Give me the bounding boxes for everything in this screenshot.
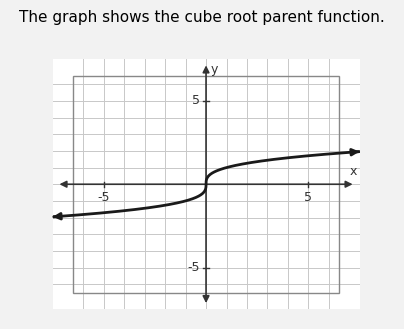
- Text: 5: 5: [304, 191, 312, 204]
- Text: -5: -5: [97, 191, 110, 204]
- Text: y: y: [210, 63, 217, 76]
- Text: x: x: [350, 165, 358, 178]
- Text: 5: 5: [192, 94, 200, 107]
- Text: -5: -5: [187, 261, 200, 274]
- Text: The graph shows the cube root parent function.: The graph shows the cube root parent fun…: [19, 10, 385, 25]
- Bar: [73, 76, 339, 292]
